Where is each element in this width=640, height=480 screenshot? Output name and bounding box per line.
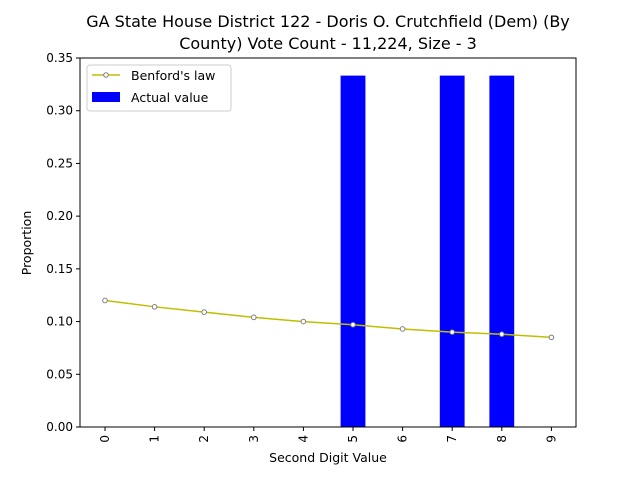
bar-digit-7 bbox=[439, 75, 465, 428]
benford-point-9 bbox=[548, 334, 555, 341]
benford-point-7 bbox=[449, 329, 456, 335]
benford-point-4 bbox=[300, 318, 307, 325]
benford-point-1 bbox=[151, 304, 158, 310]
benford-point-6 bbox=[399, 326, 406, 332]
y-axis-label: Proportion bbox=[19, 211, 34, 276]
legend: Benford's law Actual value bbox=[86, 64, 232, 112]
y-tick-label: 0.05 bbox=[46, 367, 73, 381]
x-tick-label: 0 bbox=[98, 435, 112, 443]
benford-point-2 bbox=[201, 309, 207, 315]
x-tick-label: 1 bbox=[148, 435, 162, 443]
x-tick-label: 8 bbox=[495, 435, 509, 443]
legend-frame bbox=[86, 64, 232, 112]
x-tick-label: 5 bbox=[346, 435, 360, 443]
plot-frame bbox=[79, 57, 577, 428]
bar-digit-8 bbox=[489, 75, 515, 428]
legend-line-marker bbox=[103, 72, 109, 78]
benford-point-3 bbox=[251, 314, 257, 321]
y-tick-label: 0.25 bbox=[46, 156, 73, 170]
benford-point-8 bbox=[499, 331, 505, 338]
y-tick-label: 0.15 bbox=[46, 262, 73, 276]
legend-label-actual: Actual value bbox=[131, 90, 209, 105]
x-tick-label: 9 bbox=[544, 435, 558, 443]
y-tick-label: 0.00 bbox=[46, 420, 73, 434]
legend-bar-swatch bbox=[92, 92, 120, 102]
plot-area: 0.00 0.05 0.10 0.15 0.20 0.25 0.30 0.35 0 1 2 3 4 5 6 7… bbox=[46, 51, 577, 443]
legend-label-benford: Benford's law bbox=[131, 68, 215, 83]
y-tick-label: 0.35 bbox=[46, 51, 73, 65]
benford-point-0 bbox=[102, 297, 108, 304]
x-tick-label: 2 bbox=[197, 435, 211, 443]
y-tick-label: 0.10 bbox=[46, 315, 73, 329]
chart-title-line-2: County) Vote Count - 11,224, Size - 3 bbox=[179, 34, 477, 53]
chart-title-line-1: GA State House District 122 - Doris O. C… bbox=[86, 12, 570, 31]
x-axis-label: Second Digit Value bbox=[269, 450, 387, 465]
bar-digit-5 bbox=[340, 75, 366, 428]
benford-point-5 bbox=[350, 321, 356, 328]
y-tick-label: 0.20 bbox=[46, 209, 73, 223]
x-tick-label: 6 bbox=[396, 435, 410, 443]
x-tick-label: 3 bbox=[247, 435, 261, 443]
x-tick-label: 4 bbox=[296, 435, 310, 443]
x-tick-label: 7 bbox=[445, 435, 459, 443]
y-tick-label: 0.30 bbox=[46, 104, 73, 118]
benford-line bbox=[104, 299, 552, 339]
